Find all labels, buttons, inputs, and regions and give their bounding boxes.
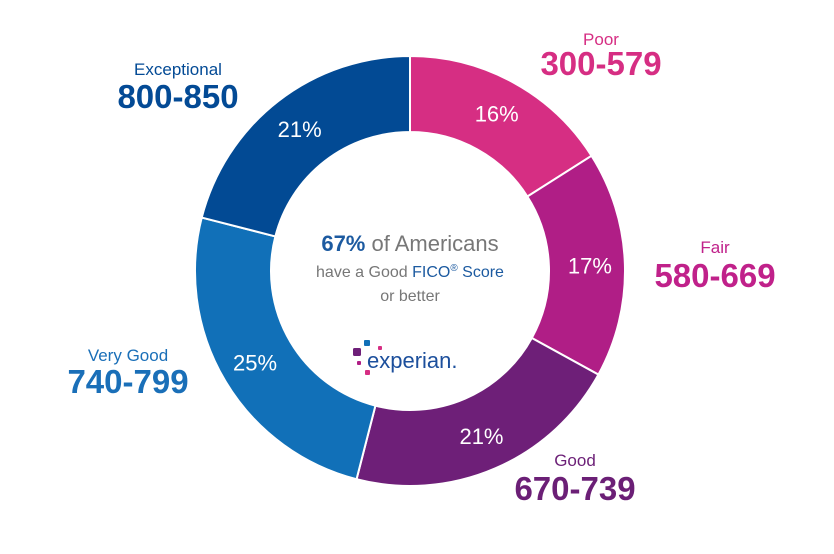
range-label: 300-579	[540, 45, 661, 82]
experian-wordmark: experian.	[367, 348, 458, 373]
category-label: Fair	[700, 238, 730, 257]
center-text: 67% of Americans have a Good FICO® Score…	[316, 231, 504, 305]
slice-good	[355, 336, 600, 487]
category-label: Exceptional	[134, 60, 222, 79]
center-line2-post: Score	[458, 264, 504, 281]
data-label: 17%	[568, 253, 612, 278]
center-highlight: 67%	[321, 231, 365, 256]
range-label: 740-799	[67, 363, 188, 400]
center-line-1: 67% of Americans	[321, 231, 498, 256]
data-label: 25%	[233, 351, 277, 376]
range-label: 580-669	[654, 257, 775, 294]
registered-mark: ®	[450, 263, 458, 274]
center-line-3: or better	[380, 288, 440, 305]
data-label: 21%	[278, 117, 322, 142]
experian-logo: experian.	[353, 340, 458, 375]
center-line2-pre: have a Good	[316, 264, 412, 281]
range-label: 670-739	[514, 470, 635, 507]
category-label: Good	[554, 451, 596, 470]
slice-very-good	[194, 216, 377, 481]
slice-exceptional	[200, 54, 411, 238]
data-label: 16%	[475, 101, 519, 126]
data-label: 21%	[459, 424, 503, 449]
category-label: Poor	[583, 30, 619, 49]
range-label: 800-850	[117, 78, 238, 115]
center-line1-rest: of Americans	[365, 231, 498, 256]
category-label: Very Good	[88, 346, 168, 365]
center-line-2: have a Good FICO® Score	[316, 263, 504, 281]
fico-brand: FICO	[412, 264, 450, 281]
